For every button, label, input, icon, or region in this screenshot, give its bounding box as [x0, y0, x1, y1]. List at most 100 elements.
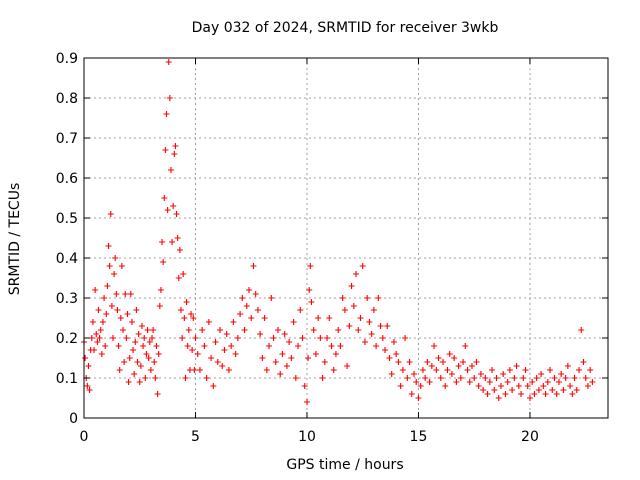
data-point: [540, 383, 547, 389]
data-point: [422, 375, 429, 381]
data-point: [95, 307, 102, 313]
data-point: [511, 375, 518, 381]
data-point: [406, 359, 413, 365]
data-point: [411, 371, 418, 377]
data-point: [127, 291, 134, 297]
data-point: [413, 379, 420, 385]
data-point: [448, 371, 455, 377]
data-point: [477, 371, 484, 377]
data-point: [515, 383, 522, 389]
data-point: [243, 303, 250, 309]
data-point: [558, 371, 565, 377]
data-point: [150, 327, 157, 333]
data-point: [143, 351, 150, 357]
data-point: [201, 343, 208, 349]
data-point: [564, 363, 571, 369]
data-point: [82, 355, 89, 361]
data-point: [533, 375, 540, 381]
data-point: [185, 327, 192, 333]
data-point: [183, 299, 190, 305]
data-point: [518, 391, 525, 397]
data-point: [335, 327, 342, 333]
data-point: [569, 391, 576, 397]
data-point: [107, 211, 114, 217]
data-point: [484, 391, 491, 397]
data-point: [471, 375, 478, 381]
data-point: [486, 379, 493, 385]
data-points: [81, 59, 596, 405]
data-point: [462, 343, 469, 349]
data-point: [266, 343, 273, 349]
data-point: [120, 327, 127, 333]
data-point: [248, 315, 255, 321]
data-point: [89, 319, 96, 325]
data-point: [171, 151, 178, 157]
data-point: [324, 335, 331, 341]
data-point: [274, 327, 281, 333]
data-point: [121, 359, 128, 365]
data-point: [464, 367, 471, 373]
data-point: [159, 239, 166, 245]
data-point: [241, 327, 248, 333]
data-point: [460, 359, 467, 365]
data-point: [175, 275, 182, 281]
data-point: [310, 327, 317, 333]
data-point: [473, 359, 480, 365]
data-point: [151, 359, 158, 365]
data-point: [286, 339, 293, 345]
data-point: [348, 283, 355, 289]
data-point: [339, 295, 346, 301]
data-point: [176, 247, 183, 253]
data-point: [292, 375, 299, 381]
data-point: [191, 367, 198, 373]
data-point: [544, 379, 551, 385]
data-point: [404, 375, 411, 381]
data-point: [350, 303, 357, 309]
data-point: [368, 331, 375, 337]
data-point: [408, 391, 415, 397]
data-point: [113, 291, 120, 297]
data-point: [190, 315, 197, 321]
data-point: [124, 311, 131, 317]
data-point: [395, 359, 402, 365]
data-point: [428, 363, 435, 369]
data-point: [97, 327, 104, 333]
data-point: [417, 383, 424, 389]
data-point: [111, 271, 118, 277]
data-point: [177, 307, 184, 313]
data-point: [364, 295, 371, 301]
data-point: [99, 319, 106, 325]
data-point: [502, 391, 509, 397]
data-point: [170, 203, 177, 209]
data-point: [542, 391, 549, 397]
data-point: [172, 143, 179, 149]
data-point: [576, 367, 583, 373]
data-point: [399, 367, 406, 373]
data-point: [184, 343, 191, 349]
data-point: [217, 327, 224, 333]
data-point: [144, 327, 151, 333]
x-tick-label: 5: [191, 429, 200, 445]
x-tick-label: 10: [298, 429, 316, 445]
data-point: [246, 287, 253, 293]
data-point: [96, 335, 103, 341]
data-point: [290, 319, 297, 325]
plot-frame: [83, 57, 609, 419]
data-point: [295, 343, 302, 349]
data-point: [353, 271, 360, 277]
data-point: [442, 383, 449, 389]
data-point: [173, 211, 180, 217]
y-tick-label: 0.6: [56, 171, 78, 187]
data-point: [451, 355, 458, 361]
data-point: [135, 331, 142, 337]
data-point: [223, 331, 230, 337]
data-point: [315, 315, 322, 321]
data-point: [104, 283, 111, 289]
data-point: [580, 359, 587, 365]
data-point: [164, 207, 171, 213]
data-point: [386, 355, 393, 361]
data-point: [210, 383, 217, 389]
data-point: [589, 379, 596, 385]
data-point: [167, 167, 174, 173]
